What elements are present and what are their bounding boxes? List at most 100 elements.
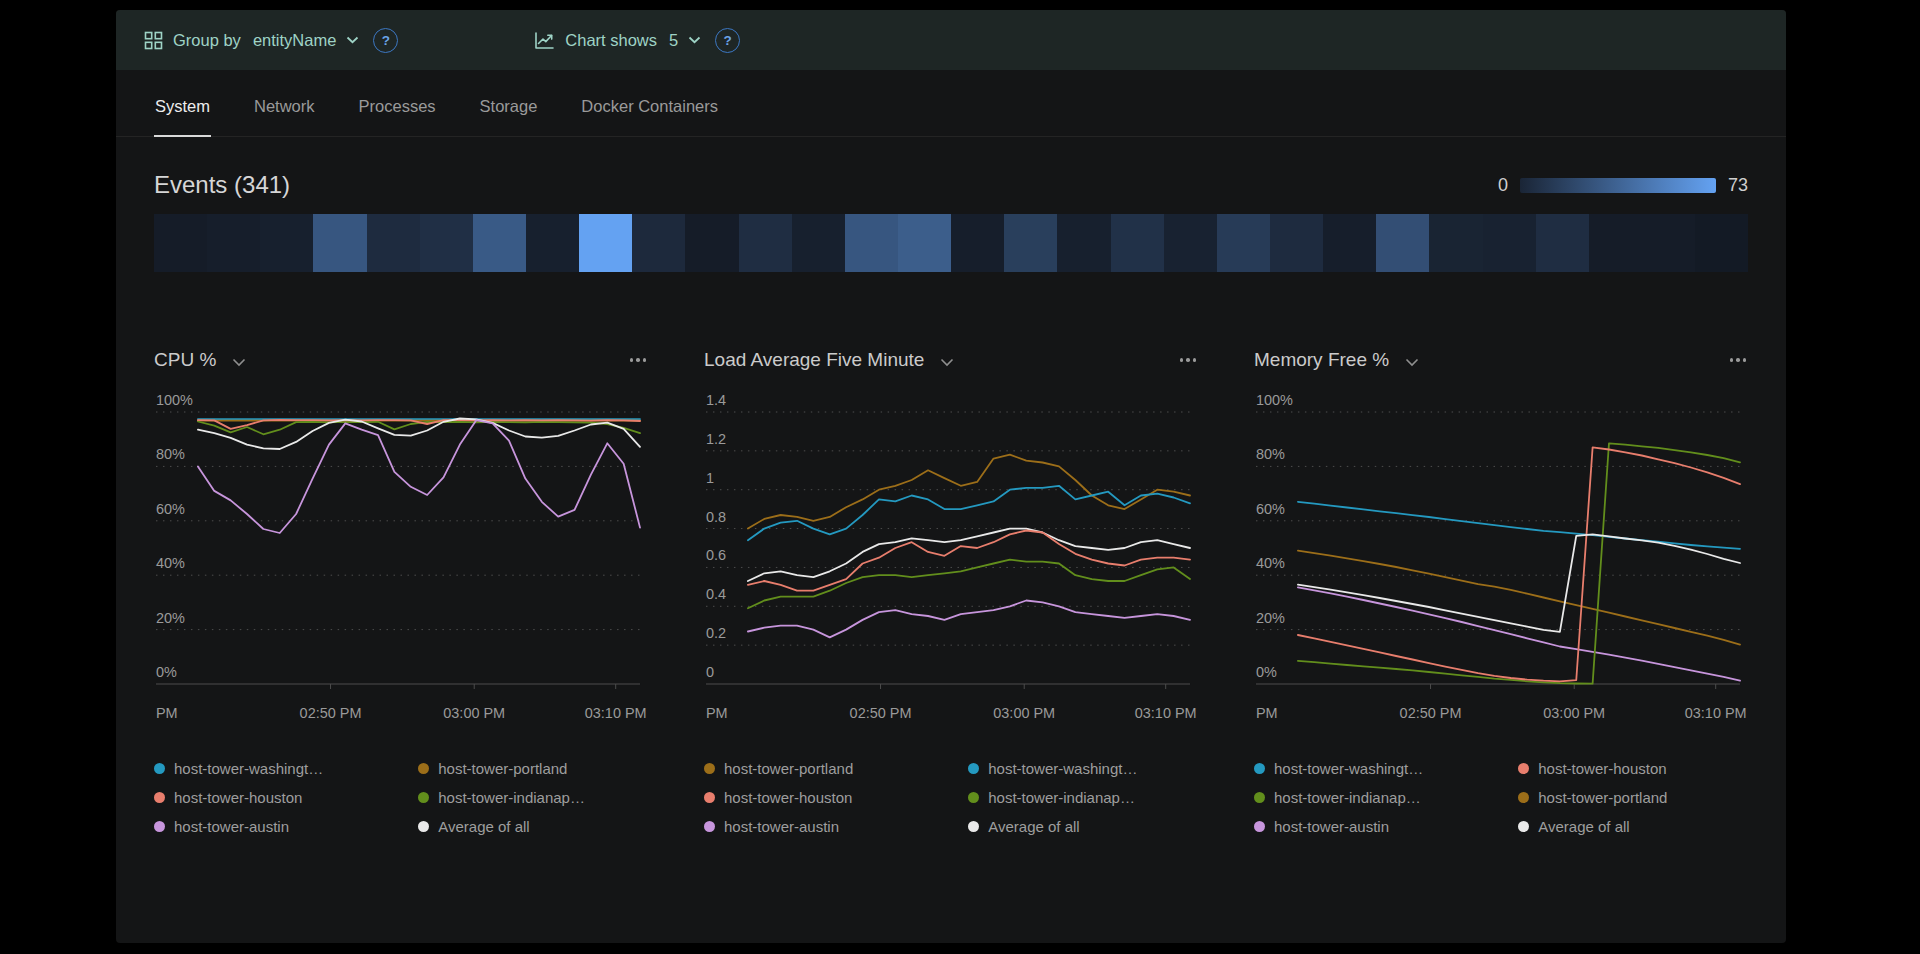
chart-shows-dropdown[interactable]: Chart shows 5 <box>534 31 701 50</box>
legend-dot <box>1254 763 1265 774</box>
chart-title-dropdown[interactable] <box>1405 353 1419 371</box>
legend-dot <box>418 763 429 774</box>
heatmap-cell[interactable] <box>420 214 473 272</box>
legend-item[interactable]: host-tower-houston <box>154 789 418 806</box>
heatmap-cell[interactable] <box>898 214 951 272</box>
legend-item[interactable]: host-tower-austin <box>1254 818 1518 835</box>
chart-menu-button[interactable] <box>1728 352 1749 368</box>
chart-title: Memory Free % <box>1254 349 1389 371</box>
legend-item[interactable]: Average of all <box>968 818 1198 835</box>
heatmap-cell[interactable] <box>792 214 845 272</box>
heatmap-cell[interactable] <box>632 214 685 272</box>
svg-text:60%: 60% <box>156 501 185 517</box>
chart-title: CPU % <box>154 349 216 371</box>
heatmap-cell[interactable] <box>1483 214 1536 272</box>
ellipsis-icon <box>1730 358 1734 362</box>
tab-docker-containers[interactable]: Docker Containers <box>580 97 719 136</box>
legend-item[interactable]: host-tower-austin <box>704 818 968 835</box>
chart-canvas[interactable]: 1.41.210.80.60.40.20PM02:50 PM03:00 PM03… <box>704 384 1198 734</box>
heatmap-cell[interactable] <box>260 214 313 272</box>
legend-label: host-tower-austin <box>724 818 839 835</box>
legend-label: host-tower-houston <box>724 789 852 806</box>
tab-network[interactable]: Network <box>253 97 316 136</box>
heatmap-cell[interactable] <box>367 214 420 272</box>
heatmap-cell[interactable] <box>1270 214 1323 272</box>
tab-storage[interactable]: Storage <box>479 97 539 136</box>
legend-item[interactable]: host-tower-washingt… <box>154 760 418 777</box>
help-icon[interactable]: ? <box>715 28 740 53</box>
chevron-down-icon <box>232 358 246 367</box>
legend-item[interactable]: host-tower-washingt… <box>968 760 1198 777</box>
legend-label: host-tower-washingt… <box>1274 760 1423 777</box>
legend-label: host-tower-indianap… <box>1274 789 1421 806</box>
heatmap-cell[interactable] <box>473 214 526 272</box>
chart-card-load-average: Load Average Five Minute 1.41.210.80.60.… <box>704 346 1198 835</box>
chart-title-dropdown[interactable] <box>232 353 246 371</box>
tab-system[interactable]: System <box>154 97 211 136</box>
chart-card-memory-free: Memory Free % 100%80%60%40%20%0%PM02:50 … <box>1254 346 1748 835</box>
heatmap-cell[interactable] <box>739 214 792 272</box>
chevron-down-icon <box>688 36 701 44</box>
tab-processes[interactable]: Processes <box>358 97 437 136</box>
chart-shows-label: Chart shows <box>565 31 657 50</box>
legend-item[interactable]: host-tower-portland <box>1518 789 1748 806</box>
heatmap-cell[interactable] <box>1004 214 1057 272</box>
legend-item[interactable]: host-tower-indianap… <box>968 789 1198 806</box>
heatmap-cell[interactable] <box>1111 214 1164 272</box>
help-icon[interactable]: ? <box>373 28 398 53</box>
legend-label: host-tower-portland <box>438 760 567 777</box>
svg-text:0%: 0% <box>156 664 177 680</box>
heatmap-cell[interactable] <box>154 214 207 272</box>
chart-canvas[interactable]: 100%80%60%40%20%0%PM02:50 PM03:00 PM03:1… <box>154 384 648 734</box>
svg-text:PM: PM <box>1256 705 1278 721</box>
heatmap-cell[interactable] <box>313 214 366 272</box>
legend-item[interactable]: host-tower-indianap… <box>418 789 648 806</box>
legend-dot <box>154 792 165 803</box>
group-by-dropdown[interactable]: Group by entityName <box>144 31 359 50</box>
legend-label: Average of all <box>1538 818 1629 835</box>
legend-item[interactable]: host-tower-austin <box>154 818 418 835</box>
charts-grid: CPU % 100%80%60%40%20%0%PM02:50 PM03:00 … <box>116 346 1786 835</box>
chart-canvas[interactable]: 100%80%60%40%20%0%PM02:50 PM03:00 PM03:1… <box>1254 384 1748 734</box>
heatmap-cell[interactable] <box>845 214 898 272</box>
chart-menu-button[interactable] <box>1178 352 1199 368</box>
heatmap-cell[interactable] <box>685 214 738 272</box>
group-by-value: entityName <box>253 31 336 50</box>
heatmap-cell[interactable] <box>1164 214 1217 272</box>
chart-title-dropdown[interactable] <box>940 353 954 371</box>
chart-menu-button[interactable] <box>628 352 649 368</box>
tab-bar: System Network Processes Storage Docker … <box>116 70 1786 137</box>
legend-item[interactable]: Average of all <box>418 818 648 835</box>
ellipsis-icon <box>1186 358 1190 362</box>
heatmap-cell[interactable] <box>1642 214 1695 272</box>
heatmap-cell[interactable] <box>1323 214 1376 272</box>
svg-text:40%: 40% <box>156 555 185 571</box>
legend-label: host-tower-portland <box>724 760 853 777</box>
heatmap-cell[interactable] <box>1589 214 1642 272</box>
chart-plot-area: 100%80%60%40%20%0%PM02:50 PM03:00 PM03:1… <box>1254 384 1748 734</box>
heatmap-cell[interactable] <box>1376 214 1429 272</box>
heatmap-cell[interactable] <box>1057 214 1110 272</box>
legend-item[interactable]: host-tower-washingt… <box>1254 760 1518 777</box>
heatmap-cell[interactable] <box>1217 214 1270 272</box>
heatmap-cell[interactable] <box>1536 214 1589 272</box>
heatmap-cell[interactable] <box>951 214 1004 272</box>
legend-item[interactable]: Average of all <box>1518 818 1748 835</box>
legend-item[interactable]: host-tower-indianap… <box>1254 789 1518 806</box>
heatmap-cell[interactable] <box>1429 214 1482 272</box>
legend-item[interactable]: host-tower-houston <box>704 789 968 806</box>
heatmap-cell[interactable] <box>526 214 579 272</box>
heatmap-cell[interactable] <box>579 214 632 272</box>
legend-item[interactable]: host-tower-portland <box>418 760 648 777</box>
svg-text:1.2: 1.2 <box>706 431 726 447</box>
heatmap-cell[interactable] <box>1695 214 1748 272</box>
svg-text:03:00 PM: 03:00 PM <box>993 705 1055 721</box>
legend-item[interactable]: host-tower-houston <box>1518 760 1748 777</box>
ellipsis-icon <box>1743 358 1747 362</box>
legend-label: host-tower-austin <box>174 818 289 835</box>
svg-text:03:00 PM: 03:00 PM <box>1543 705 1605 721</box>
ellipsis-icon <box>1736 358 1740 362</box>
chart-legend: host-tower-portland host-tower-houston hos… <box>704 760 1198 835</box>
heatmap-cell[interactable] <box>207 214 260 272</box>
legend-item[interactable]: host-tower-portland <box>704 760 968 777</box>
